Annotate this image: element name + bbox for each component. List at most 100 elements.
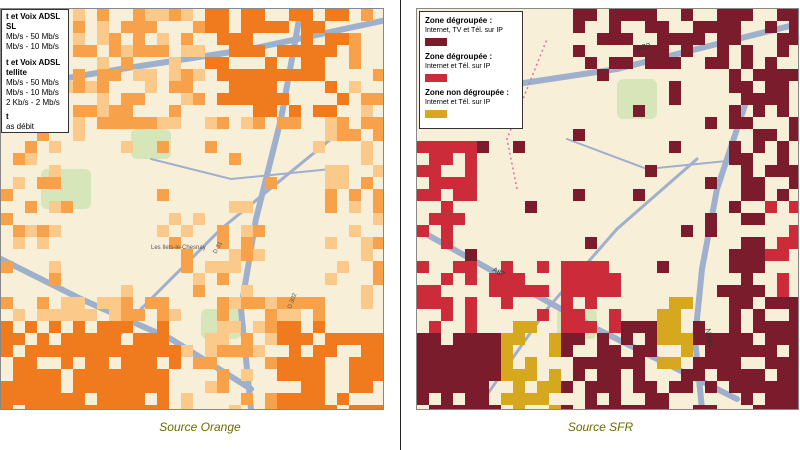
sfr-legend-zone1-sub: Internet, TV et Tél. sur IP: [425, 27, 503, 34]
coverage-cell: [169, 357, 181, 369]
coverage-cell: [705, 333, 717, 345]
coverage-cell: [777, 9, 789, 21]
coverage-cell: [609, 369, 621, 381]
coverage-cell: [753, 345, 765, 357]
coverage-cell: [489, 345, 501, 357]
coverage-cell: [417, 165, 429, 177]
coverage-cell: [217, 381, 229, 393]
coverage-cell: [349, 81, 361, 93]
coverage-cell: [325, 81, 337, 93]
coverage-cell: [49, 309, 61, 321]
coverage-cell: [277, 357, 289, 369]
coverage-cell: [277, 93, 289, 105]
sfr-coverage-map[interactable]: A32 A87 N344 Zone dégroupée : Internet, TV…: [416, 8, 799, 410]
coverage-cell: [121, 93, 133, 105]
coverage-cell: [453, 381, 465, 393]
sfr-legend-zone3-title: Zone non dégroupée :: [425, 88, 509, 97]
coverage-cell: [525, 357, 537, 369]
coverage-cell: [513, 333, 525, 345]
coverage-cell: [325, 201, 337, 213]
coverage-cell: [561, 285, 573, 297]
coverage-cell: [229, 345, 241, 357]
coverage-cell: [253, 45, 265, 57]
coverage-cell: [373, 129, 383, 141]
coverage-cell: [561, 297, 573, 309]
coverage-cell: [609, 309, 621, 321]
coverage-cell: [61, 309, 73, 321]
coverage-cell: [73, 117, 85, 129]
coverage-cell: [145, 405, 157, 409]
coverage-cell: [289, 345, 301, 357]
coverage-cell: [265, 177, 277, 189]
coverage-cell: [217, 237, 229, 249]
coverage-cell: [621, 333, 633, 345]
coverage-cell: [169, 237, 181, 249]
coverage-cell: [313, 57, 325, 69]
coverage-cell: [217, 261, 229, 273]
coverage-cell: [417, 225, 429, 237]
coverage-cell: [25, 357, 37, 369]
coverage-cell: [465, 261, 477, 273]
coverage-cell: [157, 345, 169, 357]
coverage-cell: [501, 285, 513, 297]
coverage-cell: [765, 69, 777, 81]
coverage-cell: [169, 57, 181, 69]
coverage-cell: [217, 321, 229, 333]
coverage-cell: [417, 393, 429, 405]
coverage-cell: [325, 333, 337, 345]
coverage-cell: [361, 117, 373, 129]
coverage-cell: [741, 177, 753, 189]
coverage-cell: [513, 369, 525, 381]
coverage-cell: [277, 393, 289, 405]
coverage-cell: [633, 345, 645, 357]
coverage-cell: [489, 369, 501, 381]
coverage-cell: [193, 213, 205, 225]
coverage-cell: [373, 333, 383, 345]
coverage-cell: [669, 381, 681, 393]
orange-legend-sub-1: SL: [6, 22, 17, 31]
coverage-cell: [265, 357, 277, 369]
coverage-cell: [325, 189, 337, 201]
coverage-cell: [205, 9, 217, 21]
coverage-cell: [49, 141, 61, 153]
coverage-cell: [97, 297, 109, 309]
coverage-cell: [573, 21, 585, 33]
coverage-cell: [121, 405, 133, 409]
coverage-cell: [241, 93, 253, 105]
coverage-cell: [337, 177, 349, 189]
coverage-cell: [25, 153, 37, 165]
coverage-cell: [501, 333, 513, 345]
coverage-cell: [609, 9, 621, 21]
orange-coverage-map[interactable]: Les Ilets-le-Chesnay D 31 D 302 t et Voix …: [0, 8, 384, 410]
coverage-cell: [49, 201, 61, 213]
coverage-cell: [301, 45, 313, 57]
coverage-cell: [753, 381, 765, 393]
coverage-cell: [753, 249, 765, 261]
coverage-cell: [181, 393, 193, 405]
coverage-cell: [229, 297, 241, 309]
coverage-cell: [97, 117, 109, 129]
coverage-cell: [49, 369, 61, 381]
coverage-cell: [417, 141, 429, 153]
coverage-cell: [121, 309, 133, 321]
coverage-cell: [561, 309, 573, 321]
coverage-cell: [765, 201, 777, 213]
coverage-cell: [361, 369, 373, 381]
coverage-cell: [729, 153, 741, 165]
coverage-cell: [313, 405, 325, 409]
coverage-cell: [1, 297, 13, 309]
coverage-cell: [325, 345, 337, 357]
coverage-cell: [253, 9, 265, 21]
coverage-cell: [765, 321, 777, 333]
coverage-cell: [513, 273, 525, 285]
coverage-cell: [633, 105, 645, 117]
coverage-cell: [657, 21, 669, 33]
coverage-cell: [453, 333, 465, 345]
coverage-cell: [97, 321, 109, 333]
road-label: D 31: [213, 240, 225, 255]
coverage-cell: [253, 21, 265, 33]
coverage-cell: [145, 333, 157, 345]
coverage-cell: [325, 177, 337, 189]
coverage-cell: [217, 93, 229, 105]
coverage-cell: [193, 285, 205, 297]
